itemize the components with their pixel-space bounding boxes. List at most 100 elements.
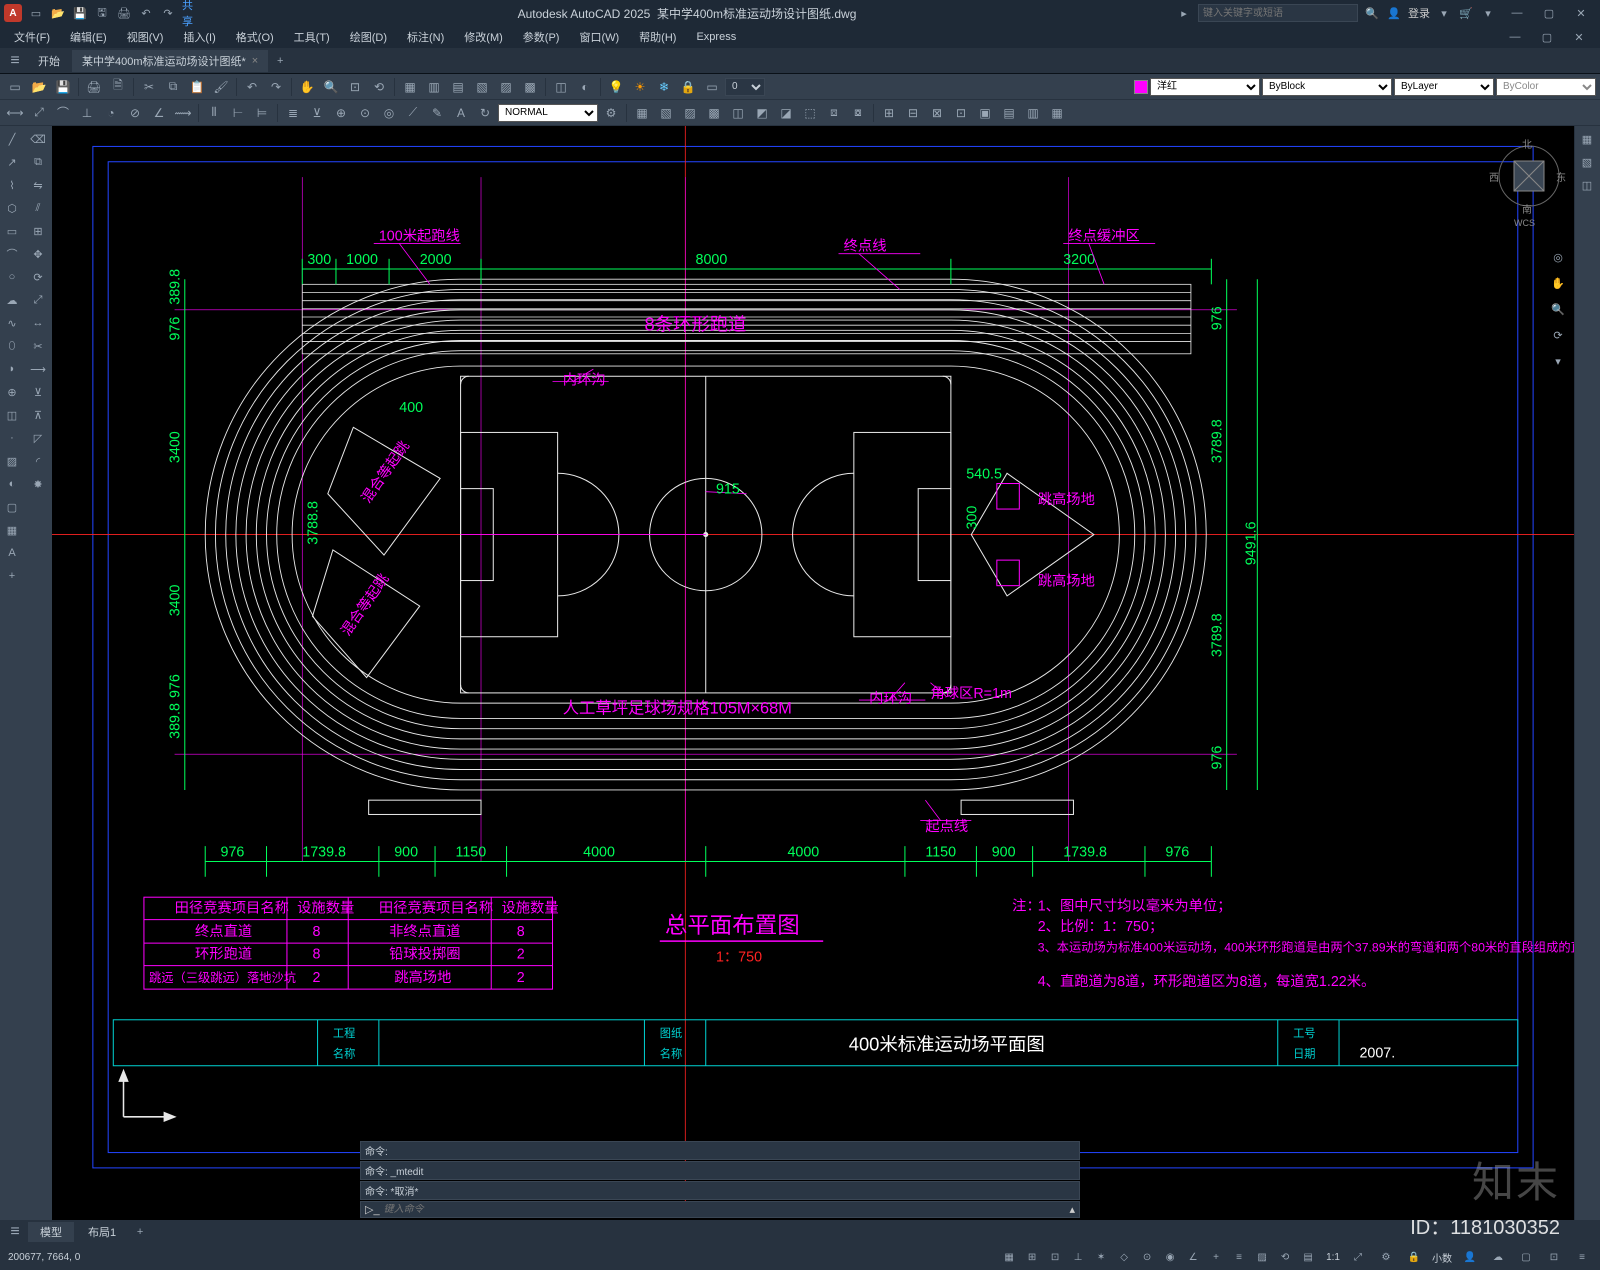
st-person-icon[interactable]: 👤 <box>1460 1248 1480 1266</box>
r2-g7-icon[interactable]: ◪ <box>775 103 797 123</box>
close-button[interactable]: ✕ <box>1566 3 1596 23</box>
user-icon[interactable]: 👤 <box>1386 5 1402 21</box>
r2-g3-icon[interactable]: ▨ <box>679 103 701 123</box>
r1-bulb-icon[interactable]: 💡 <box>605 77 627 97</box>
tool-line-icon[interactable]: ╱ <box>0 128 24 150</box>
tool-ellarc-icon[interactable]: ◗ <box>0 358 24 380</box>
qat-undo-icon[interactable]: ↶ <box>138 5 154 21</box>
tool-addsel-icon[interactable]: + <box>0 565 24 587</box>
minimize-button[interactable]: — <box>1502 3 1532 23</box>
login-label[interactable]: 登录 <box>1408 5 1430 21</box>
st-snap-icon[interactable]: ⊡ <box>1045 1248 1065 1266</box>
r1-print-icon[interactable]: 🖨 <box>83 77 105 97</box>
r2-g17-icon[interactable]: ▥ <box>1022 103 1044 123</box>
doc-maximize-button[interactable]: ▢ <box>1532 27 1562 47</box>
st-osnap-icon[interactable]: ⊙ <box>1137 1248 1157 1266</box>
r2-g11-icon[interactable]: ⊞ <box>878 103 900 123</box>
tool-rect-icon[interactable]: ▭ <box>0 220 24 242</box>
tool-table-icon[interactable]: ▦ <box>0 519 24 541</box>
menu-param[interactable]: 参数(P) <box>515 27 568 47</box>
r1-open-icon[interactable]: 📂 <box>28 77 50 97</box>
tool-array-icon[interactable]: ⊞ <box>26 220 50 242</box>
cart-icon[interactable]: ▾ <box>1436 5 1452 21</box>
r1-save-icon[interactable]: 💾 <box>52 77 74 97</box>
search-icon[interactable]: 🔍 <box>1364 5 1380 21</box>
r1-paste-icon[interactable]: 📋 <box>186 77 208 97</box>
tool-stretch-icon[interactable]: ↔ <box>26 312 50 334</box>
nav-pan-icon[interactable]: ✋ <box>1546 272 1570 294</box>
hamburger-icon[interactable]: ≡ <box>4 52 26 70</box>
nav-wheel-icon[interactable]: ◎ <box>1546 246 1570 268</box>
st-annoscale-icon[interactable]: ⤢ <box>1348 1248 1368 1266</box>
r2-dimbase-icon[interactable]: ⊢ <box>227 103 249 123</box>
tool-explode-icon[interactable]: ✸ <box>26 473 50 495</box>
r2-insp-icon[interactable]: ◎ <box>378 103 400 123</box>
r1-cut-icon[interactable]: ✂ <box>138 77 160 97</box>
r2-dimjog-icon[interactable]: ⟿ <box>172 103 194 123</box>
r2-qdim-icon[interactable]: ⫴ <box>203 103 225 123</box>
tool-pline-icon[interactable]: ⌇ <box>0 174 24 196</box>
r2-dimbreak-icon[interactable]: ⊻ <box>306 103 328 123</box>
plotstyle-combo[interactable]: ByColor <box>1496 78 1596 96</box>
nav-zoom-icon[interactable]: 🔍 <box>1546 298 1570 320</box>
doc-minimize-button[interactable]: — <box>1500 27 1530 47</box>
tab-add-button[interactable]: + <box>270 55 290 67</box>
r2-g15-icon[interactable]: ▣ <box>974 103 996 123</box>
r1-zoomwin-icon[interactable]: ⊡ <box>344 77 366 97</box>
st-model-icon[interactable]: ▦ <box>999 1248 1019 1266</box>
layer-num-combo[interactable]: 0 <box>725 78 765 96</box>
r2-dimstyle-icon[interactable]: ⚙ <box>600 103 622 123</box>
st-3dosnap-icon[interactable]: ◉ <box>1160 1248 1180 1266</box>
st-polar-icon[interactable]: ✶ <box>1091 1248 1111 1266</box>
layer-color-swatch[interactable] <box>1134 80 1148 94</box>
r1-copy-icon[interactable]: ⧉ <box>162 77 184 97</box>
qat-share-icon[interactable]: 共享 <box>182 5 198 21</box>
st-lwt-icon[interactable]: ≡ <box>1229 1248 1249 1266</box>
st-trans-icon[interactable]: ▨ <box>1252 1248 1272 1266</box>
r2-dimcont-icon[interactable]: ⊨ <box>251 103 273 123</box>
tool-insert-icon[interactable]: ⊕ <box>0 381 24 403</box>
st-custom-icon[interactable]: ≡ <box>1572 1248 1592 1266</box>
status-scale[interactable]: 1:1 <box>1326 1252 1340 1263</box>
menu-tools[interactable]: 工具(T) <box>286 27 338 47</box>
r1-ssm-icon[interactable]: ▧ <box>471 77 493 97</box>
layout-add-button[interactable]: + <box>130 1226 150 1238</box>
menu-edit[interactable]: 编辑(E) <box>62 27 115 47</box>
tool-move-icon[interactable]: ✥ <box>26 243 50 265</box>
r2-g12-icon[interactable]: ⊟ <box>902 103 924 123</box>
app-icon[interactable]: A <box>4 4 22 22</box>
r2-jogline-icon[interactable]: ⟋ <box>402 103 424 123</box>
r2-dimdia-icon[interactable]: ⊘ <box>124 103 146 123</box>
r2-g10-icon[interactable]: ⧇ <box>847 103 869 123</box>
r2-g18-icon[interactable]: ▦ <box>1046 103 1068 123</box>
lineweight-combo[interactable]: ByLayer <box>1394 78 1494 96</box>
tool-break-icon[interactable]: ⊻ <box>26 381 50 403</box>
r2-g6-icon[interactable]: ◩ <box>751 103 773 123</box>
tool-copy-icon[interactable]: ⧉ <box>26 151 50 173</box>
st-grid-icon[interactable]: ⊞ <box>1022 1248 1042 1266</box>
tool-point-icon[interactable]: · <box>0 427 24 449</box>
qat-plot-icon[interactable]: 🖨 <box>116 5 132 21</box>
menu-view[interactable]: 视图(V) <box>119 27 172 47</box>
st-dyn-icon[interactable]: + <box>1206 1248 1226 1266</box>
tool-mtext-icon[interactable]: A <box>0 542 24 564</box>
apps-icon[interactable]: 🛒 <box>1458 5 1474 21</box>
r1-zoom-icon[interactable]: 🔍 <box>320 77 342 97</box>
search-input[interactable] <box>1198 4 1358 22</box>
maximize-button[interactable]: ▢ <box>1534 3 1564 23</box>
tool-hatch-icon[interactable]: ▨ <box>0 450 24 472</box>
st-ortho-icon[interactable]: ⊥ <box>1068 1248 1088 1266</box>
tool-rotate-icon[interactable]: ⟳ <box>26 266 50 288</box>
r1-preview-icon[interactable]: 🗎 <box>107 77 129 97</box>
status-units[interactable]: 小数 <box>1432 1250 1452 1265</box>
r1-qc-icon[interactable]: ▩ <box>519 77 541 97</box>
r2-g9-icon[interactable]: ⧈ <box>823 103 845 123</box>
r2-dimalg-icon[interactable]: ⤢ <box>28 103 50 123</box>
drawing-canvas[interactable]: 300 1000 2000 8000 3200 976 1739.8 900 1… <box>52 126 1574 1226</box>
r2-dimrad-icon[interactable]: ◔ <box>100 103 122 123</box>
menu-window[interactable]: 窗口(W) <box>571 27 627 47</box>
menu-format[interactable]: 格式(O) <box>228 27 282 47</box>
tool-polygon-icon[interactable]: ⬡ <box>0 197 24 219</box>
tool-circle-icon[interactable]: ○ <box>0 266 24 288</box>
tool-xline-icon[interactable]: ↗ <box>0 151 24 173</box>
